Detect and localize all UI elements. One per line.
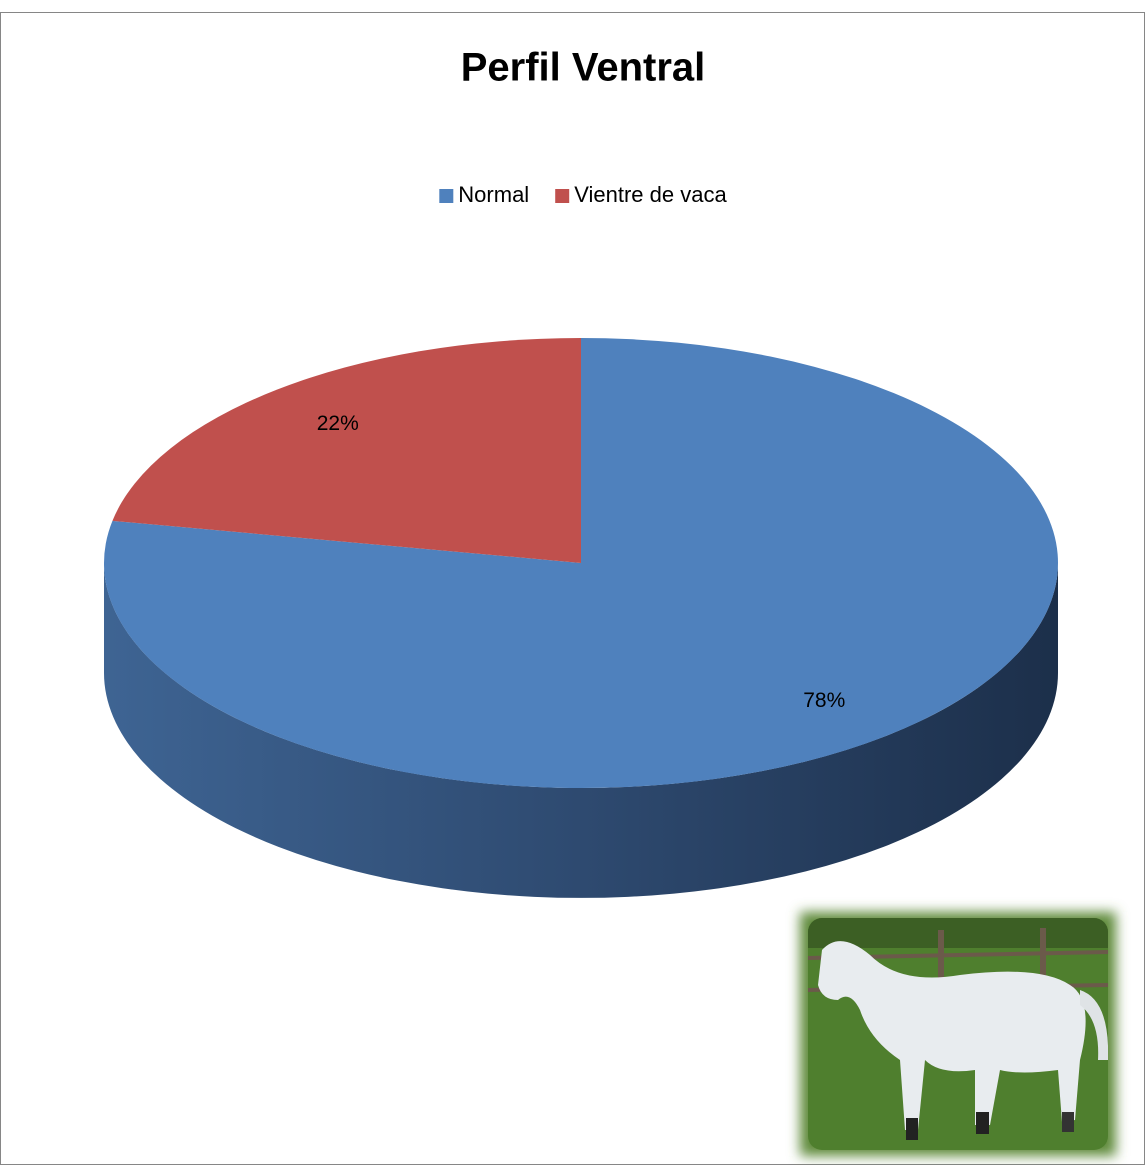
slice-side — [104, 563, 1058, 898]
chart-title: Perfil Ventral — [461, 46, 706, 90]
legend: Normal Vientre de vaca — [439, 182, 727, 207]
legend-label: Vientre de vaca — [574, 182, 727, 207]
legend-swatch — [439, 189, 454, 203]
horse-photo — [800, 912, 1116, 1156]
data-label: 22% — [317, 412, 359, 435]
pie: 78% 22% — [103, 338, 1058, 898]
legend-swatch — [555, 189, 570, 203]
data-label: 78% — [803, 689, 845, 712]
legend-label: Normal — [458, 182, 529, 207]
slice — [112, 338, 582, 563]
